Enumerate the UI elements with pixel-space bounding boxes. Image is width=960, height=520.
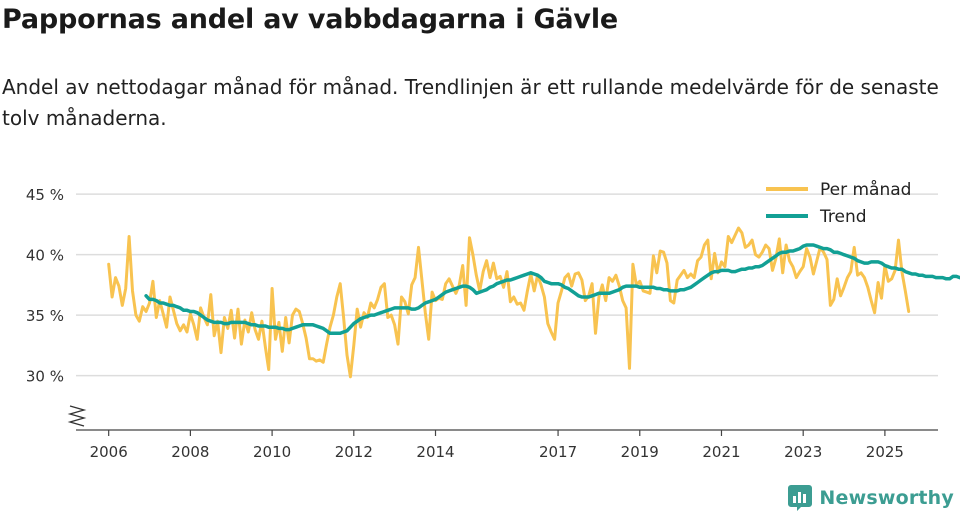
x-tick-label: 2019 (621, 443, 659, 461)
brand-name: Newsworthy (819, 487, 954, 509)
chart-title: Pappornas andel av vabbdagarna i Gävle (2, 4, 618, 35)
series-line-per-manad (107, 226, 911, 379)
x-tick-label: 2023 (784, 443, 822, 461)
y-tick-label: 35 % (26, 307, 64, 325)
x-tick-label: 2012 (335, 443, 373, 461)
y-tick-label: 30 % (26, 368, 64, 386)
newsworthy-logo-icon (788, 485, 813, 511)
series-line-trend (144, 243, 960, 336)
y-tick-label: 45 % (26, 186, 64, 204)
x-tick-label: 2010 (253, 443, 291, 461)
x-tick-label: 2021 (702, 443, 740, 461)
legend-item-trend-label: Trend (819, 207, 867, 227)
axis-break-icon (67, 405, 87, 427)
legend-item-per-manad-label: Per månad (820, 179, 911, 200)
x-tick-label: 2014 (416, 443, 454, 461)
chart-subtitle: Andel av nettodagar månad för månad. Tre… (2, 75, 939, 130)
brand-logo: Newsworthy (787, 484, 954, 512)
line-chart: 30 % 35 % 40 % 45 % 2006 2008 2010 2012 2014 2017… (26, 179, 960, 461)
x-tick-label: 2017 (539, 443, 577, 461)
x-tick-label: 2008 (171, 443, 209, 461)
x-tick-label: 2006 (90, 443, 128, 461)
y-tick-label: 40 % (26, 247, 64, 265)
x-tick-label: 2025 (866, 443, 904, 461)
